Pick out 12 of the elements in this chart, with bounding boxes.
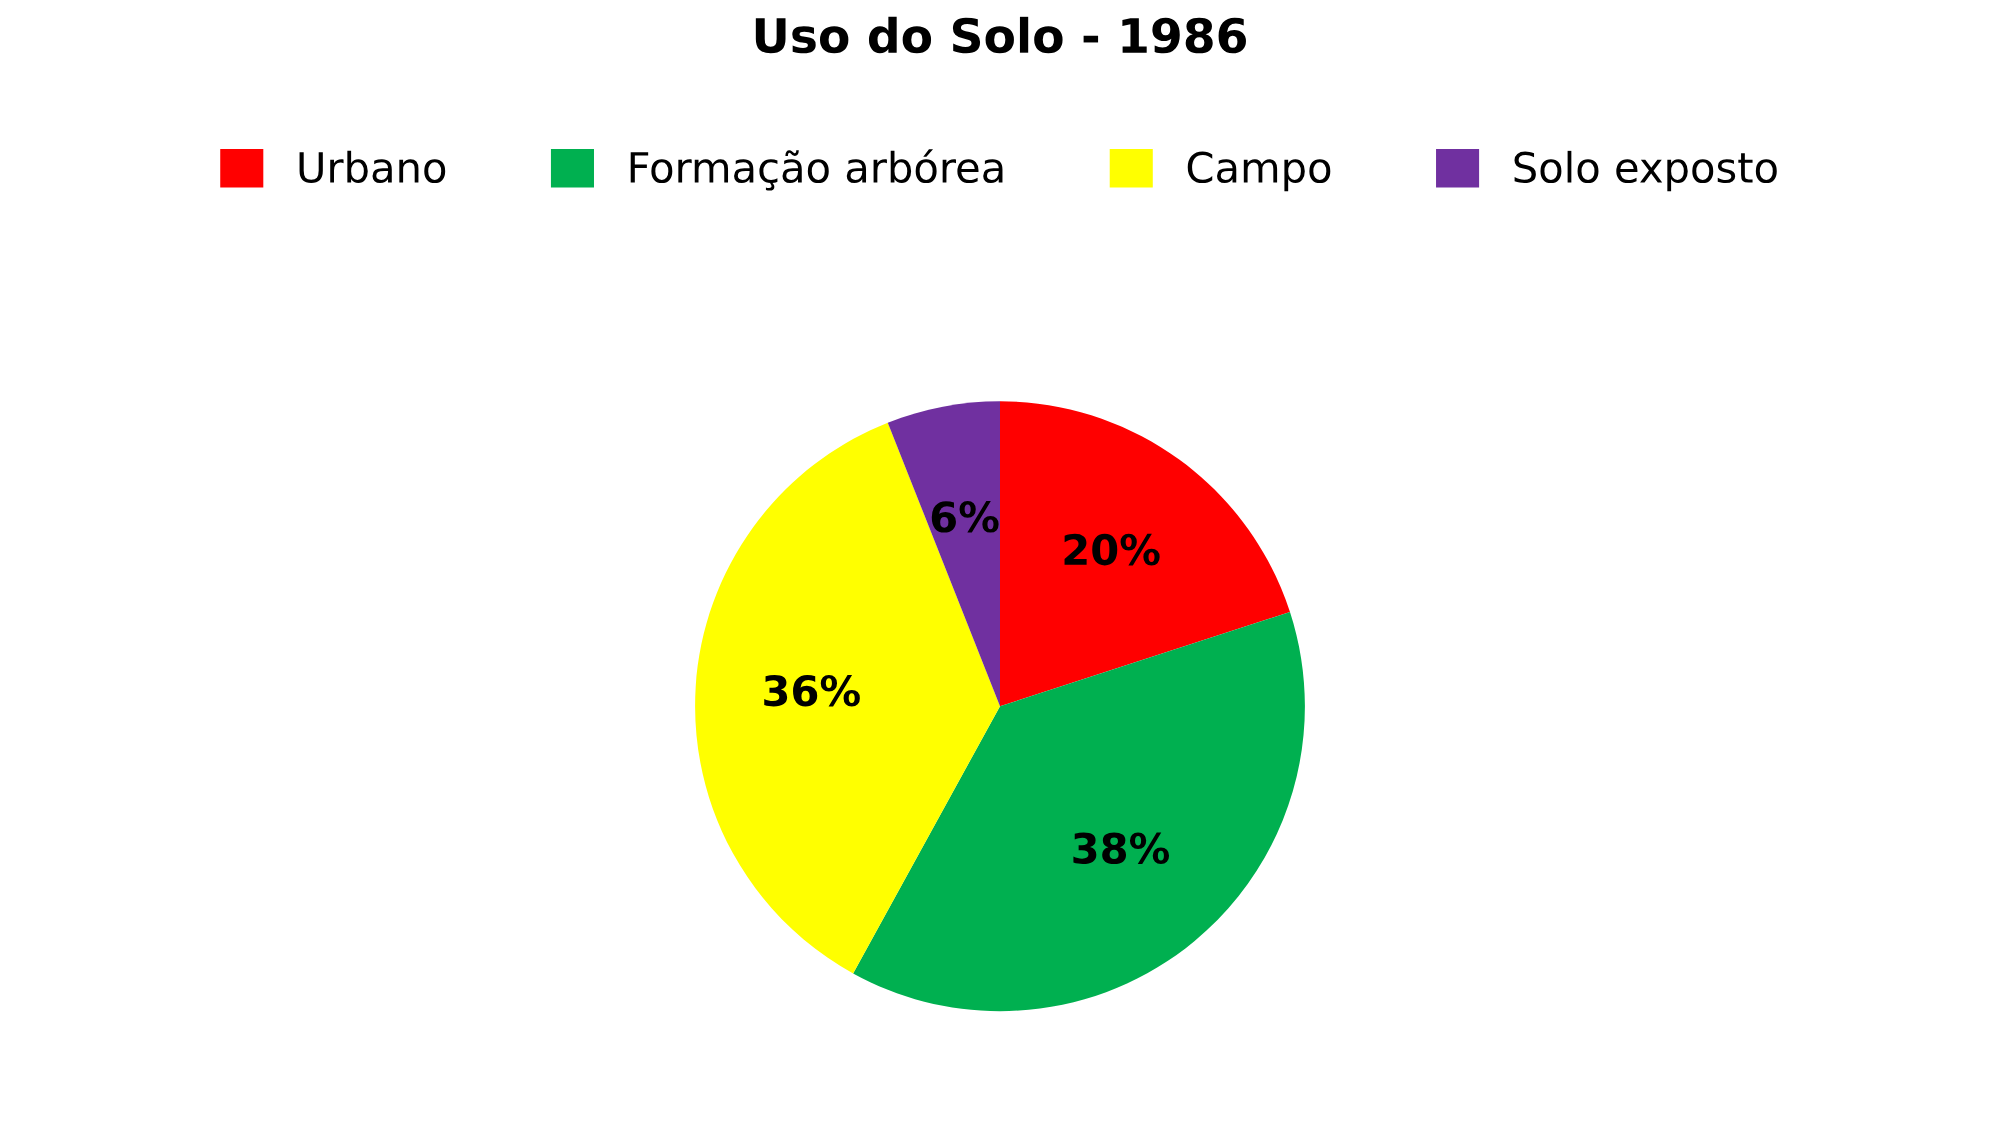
chart-title: Uso do Solo - 1986 xyxy=(755,16,1246,54)
data-label: 38% xyxy=(1073,832,1170,864)
pie-slice xyxy=(695,422,1000,974)
legend-label: Formação arbórea xyxy=(630,149,1003,191)
data-label: 20% xyxy=(1064,533,1160,566)
data-label: 6% xyxy=(931,501,999,533)
data-label: 36% xyxy=(764,674,860,707)
pie-slice xyxy=(1000,401,1290,707)
pie-slice xyxy=(887,401,1000,707)
legend-label: Solo exposto xyxy=(1514,150,1777,192)
legend-label: Campo xyxy=(1187,151,1331,192)
legend-label: Urbano xyxy=(299,150,446,184)
